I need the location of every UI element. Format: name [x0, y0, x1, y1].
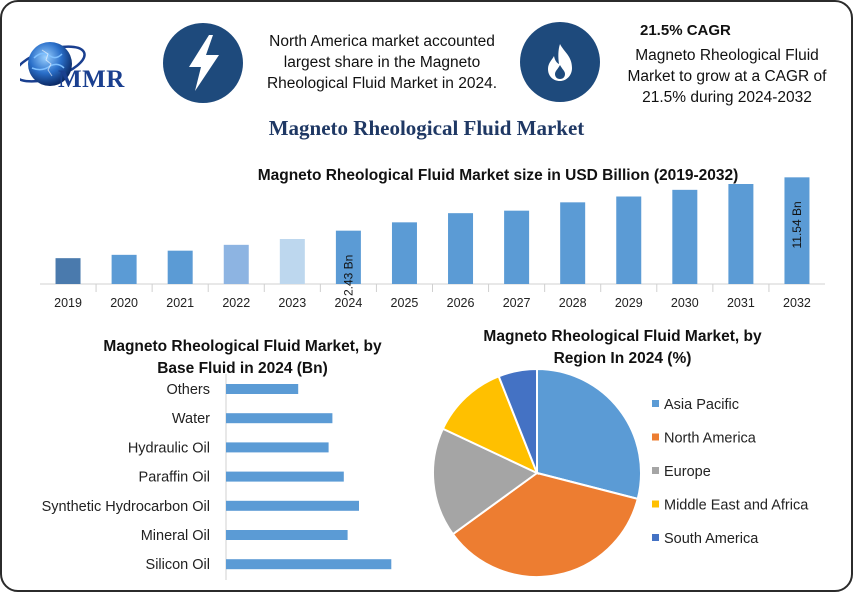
market-size-chart-title: Magneto Rheological Fluid Market size in…	[257, 167, 739, 184]
x-tick-label: 2029	[615, 296, 643, 310]
region-chart-title-line: Region In 2024 (%)	[553, 350, 692, 367]
bar-2019	[55, 258, 81, 284]
bar-silicon-oil	[226, 559, 392, 570]
category-label: Mineral Oil	[141, 528, 210, 544]
x-tick-label: 2030	[671, 296, 699, 310]
flame-icon	[520, 22, 600, 102]
base-fluid-chart-title-line: Base Fluid in 2024 (Bn)	[157, 360, 328, 377]
bar-2028	[560, 202, 586, 284]
bar-2022	[223, 244, 249, 284]
bar-2020	[111, 254, 137, 284]
pie-slice-middle-east-and-africa	[441, 375, 539, 475]
x-tick-label: 2031	[727, 296, 755, 310]
bar-hydraulic-oil	[226, 442, 329, 453]
pie-slice-south-america	[497, 367, 538, 474]
north-america-note-line: Rheological Fluid Market in 2024.	[266, 75, 498, 92]
legend-swatch	[652, 433, 659, 441]
lightning-bolt-icon	[163, 23, 243, 103]
x-tick-label: 2027	[503, 296, 531, 310]
bar-others	[226, 384, 299, 394]
region-pie-chart: Asia Pacific North America Europe Middle Ea…	[432, 367, 809, 578]
region-chart-title: Magneto Rheological Fluid Market, by Reg…	[450, 326, 795, 370]
bar-2024	[335, 230, 361, 284]
base-fluid-chart-title: Magneto Rheological Fluid Market, by Bas…	[60, 336, 425, 380]
pie-slice-north-america	[451, 471, 639, 578]
base-fluid-chart-title-line: Magneto Rheological Fluid Market, by	[103, 338, 382, 355]
category-label: Synthetic Hydrocarbon Oil	[42, 499, 210, 515]
north-america-note-line: largest share in the Magneto	[283, 54, 481, 71]
region-chart-title-line: Magneto Rheological Fluid Market, by	[483, 328, 762, 345]
legend-label: Europe	[664, 464, 711, 480]
data-label: 11.54 Bn	[790, 201, 804, 248]
category-label: Silicon Oil	[146, 557, 210, 573]
bar-2031	[728, 184, 754, 284]
legend-label: North America	[664, 431, 757, 447]
pie-slice-asia-pacific	[536, 367, 642, 501]
data-label: 2.43 Bn	[341, 255, 355, 296]
bar-mineral-oil	[226, 530, 348, 540]
logo-text: MMR	[58, 66, 125, 93]
x-tick-label: 2024	[334, 296, 362, 310]
x-tick-label: 2019	[54, 296, 82, 310]
x-tick-label: 2023	[278, 296, 306, 310]
bar-water	[226, 413, 333, 424]
cagr-text-line: 21.5% during 2024-2032	[642, 89, 812, 106]
cagr-text: Magneto Rheological Fluid Market to grow…	[612, 45, 842, 108]
x-tick-label: 2021	[166, 296, 194, 310]
bar-paraffin-oil	[226, 471, 344, 482]
category-label: Hydraulic Oil	[128, 440, 210, 456]
category-label: Others	[166, 382, 210, 398]
bar-synthetic-hydrocarbon-oil	[226, 500, 359, 511]
legend-swatch	[652, 500, 659, 508]
cagr-title: 21.5% CAGR	[640, 22, 731, 39]
bar-2023	[279, 239, 305, 284]
x-tick-label: 2028	[559, 296, 587, 310]
category-label: Paraffin Oil	[139, 470, 210, 486]
bar-2032	[784, 177, 810, 284]
cagr-text-line: Magneto Rheological Fluid	[635, 47, 819, 64]
bar-2030	[672, 189, 698, 284]
x-tick-label: 2026	[447, 296, 475, 310]
pie-slice-europe	[432, 427, 539, 536]
bar-2026	[448, 213, 474, 284]
x-tick-label: 2020	[110, 296, 138, 310]
bar-2025	[391, 222, 417, 284]
x-tick-label: 2022	[222, 296, 250, 310]
x-tick-label: 2032	[783, 296, 811, 310]
base-fluid-bar-chart: Others Water Hydraulic Oil Paraffin Oil Synt…	[42, 374, 392, 580]
bar-2027	[504, 210, 530, 284]
main-title: Magneto Rheological Fluid Market	[268, 116, 585, 140]
legend-swatch	[652, 467, 659, 474]
legend-label: Asia Pacific	[664, 397, 739, 413]
north-america-note: North America market accounted largest s…	[252, 31, 512, 94]
x-tick-label: 2025	[391, 296, 419, 310]
bar-2021	[167, 250, 193, 284]
cagr-text-line: Market to grow at a CAGR of	[627, 68, 827, 85]
bar-2029	[616, 196, 642, 284]
category-label: Water	[172, 411, 210, 427]
north-america-note-line: North America market accounted	[269, 33, 495, 50]
mmr-globe-logo-icon	[20, 42, 86, 86]
legend-swatch	[652, 534, 659, 541]
legend-label: Middle East and Africa	[664, 498, 809, 514]
legend-swatch	[652, 400, 659, 407]
legend-label: South America	[664, 531, 759, 547]
